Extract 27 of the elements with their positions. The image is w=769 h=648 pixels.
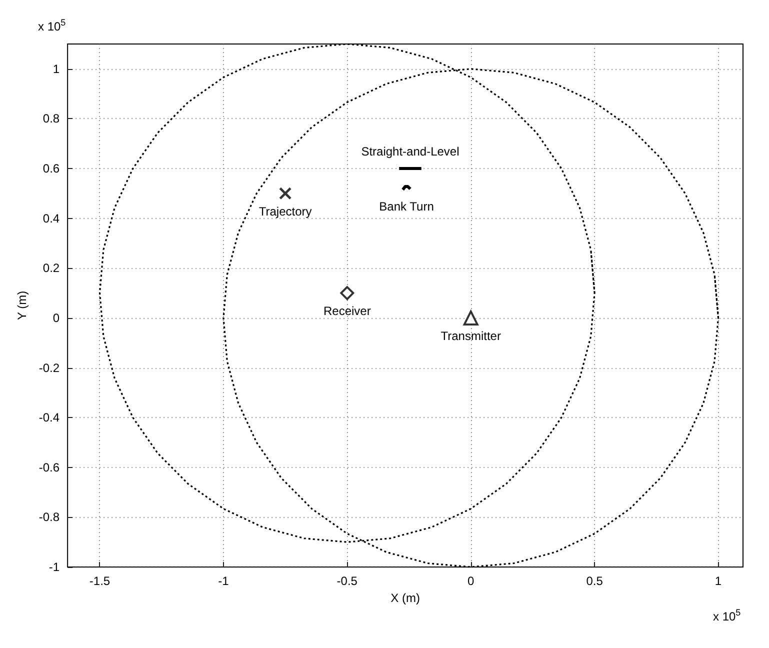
x-tick-label: -1.5	[89, 574, 110, 588]
y-tick-label: 0	[52, 310, 60, 325]
point	[463, 310, 478, 326]
annotation: Receiver	[323, 304, 371, 318]
point	[279, 187, 292, 200]
x-tick-label: -0.5	[336, 574, 358, 588]
x-tick-label: 0	[468, 574, 475, 588]
annotation: Transmitter	[440, 328, 501, 343]
annotation: Bank Turn	[379, 199, 434, 214]
point	[340, 286, 354, 300]
y-tick-label: -0.2	[38, 360, 60, 375]
y-tick-label: -0.8	[38, 510, 60, 524]
y-tick-label: -0.4	[38, 410, 60, 425]
y-tick-label: 0.8	[42, 112, 60, 126]
x-axis-title: X (m)	[390, 590, 420, 605]
y-tick-label: 0.2	[42, 261, 60, 276]
y-tick-label: -0.6	[38, 460, 60, 474]
y-tick-label: 1	[52, 62, 60, 76]
x-tick-label: 1	[714, 574, 722, 588]
x-tick-label: 0.5	[586, 574, 604, 588]
y-axis-title: Y (m)	[15, 290, 29, 320]
y-tick-label: -1	[48, 560, 60, 574]
annotation: Straight-and-Level	[361, 144, 460, 159]
annotation: Trajectory	[258, 204, 312, 218]
y-tick-label: 0.6	[42, 162, 60, 176]
y-tick-label: 0.4	[42, 211, 60, 226]
x-tick-label: -1	[218, 574, 230, 588]
